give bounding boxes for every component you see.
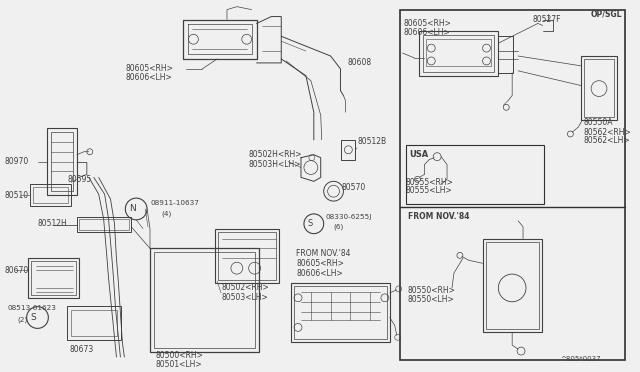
Bar xyxy=(47,128,77,195)
Text: ^805*0037: ^805*0037 xyxy=(561,356,601,362)
Bar xyxy=(77,217,131,232)
Text: 80512H: 80512H xyxy=(38,219,67,228)
Bar xyxy=(483,238,542,332)
Text: 80970: 80970 xyxy=(5,157,29,166)
Text: (6): (6) xyxy=(333,224,344,230)
Bar xyxy=(294,286,387,339)
Bar xyxy=(33,187,68,203)
Text: 80606<LH>: 80606<LH> xyxy=(125,73,172,82)
Text: S: S xyxy=(31,313,36,322)
Bar xyxy=(486,241,539,329)
Text: 80570: 80570 xyxy=(342,183,365,192)
Text: 08911-10637: 08911-10637 xyxy=(150,200,199,206)
Text: 80606<LH>: 80606<LH> xyxy=(404,28,451,37)
Text: 80503H<LH>: 80503H<LH> xyxy=(249,160,301,169)
Bar xyxy=(67,306,122,340)
Text: FROM NOV.'84: FROM NOV.'84 xyxy=(296,249,351,258)
Text: 80501<LH>: 80501<LH> xyxy=(156,360,202,369)
Text: USA: USA xyxy=(410,150,429,159)
Text: 80608: 80608 xyxy=(348,58,371,67)
Text: OP/SGL: OP/SGL xyxy=(590,9,621,18)
Text: 80500<RH>: 80500<RH> xyxy=(156,350,204,359)
Text: (4): (4) xyxy=(162,211,172,217)
Text: S: S xyxy=(307,219,312,228)
Bar xyxy=(71,310,117,336)
Text: 80562<RH>: 80562<RH> xyxy=(583,128,631,137)
Bar xyxy=(342,140,355,160)
Text: (2): (2) xyxy=(18,316,28,323)
Text: 80555<RH>: 80555<RH> xyxy=(406,178,454,187)
Text: 80605<RH>: 80605<RH> xyxy=(125,64,173,73)
Text: FROM NOV.'84: FROM NOV.'84 xyxy=(408,212,469,221)
Text: 80562<LH>: 80562<LH> xyxy=(583,137,630,145)
Text: 80502H<RH>: 80502H<RH> xyxy=(249,150,302,159)
Text: 08513-61623: 08513-61623 xyxy=(8,305,57,311)
Bar xyxy=(28,258,79,298)
Bar xyxy=(154,252,255,348)
Text: 80605<RH>: 80605<RH> xyxy=(296,259,344,268)
Text: 80673: 80673 xyxy=(69,344,93,354)
Text: 80550<RH>: 80550<RH> xyxy=(408,286,456,295)
Bar xyxy=(79,219,129,230)
Text: 80510: 80510 xyxy=(5,191,29,200)
Text: 80605<RH>: 80605<RH> xyxy=(404,19,451,28)
Text: N: N xyxy=(129,205,136,214)
Text: 80670: 80670 xyxy=(5,266,29,275)
Bar xyxy=(423,35,495,72)
Text: 80550A: 80550A xyxy=(583,118,612,126)
Text: 80555<LH>: 80555<LH> xyxy=(406,186,452,195)
Text: 08330-6255J: 08330-6255J xyxy=(326,214,372,220)
Bar xyxy=(215,229,279,283)
Bar xyxy=(29,184,71,206)
Bar xyxy=(150,248,259,352)
Bar xyxy=(419,31,499,76)
Text: 80503<LH>: 80503<LH> xyxy=(221,293,268,302)
Text: 80595: 80595 xyxy=(67,175,92,184)
Bar xyxy=(399,10,625,360)
Bar xyxy=(584,59,614,117)
Bar xyxy=(51,132,73,191)
Bar xyxy=(581,56,617,120)
Bar xyxy=(291,283,390,342)
Bar xyxy=(218,232,276,280)
Bar xyxy=(31,261,76,295)
Text: 80512B: 80512B xyxy=(357,137,387,146)
Bar xyxy=(406,145,544,204)
Text: 80550<LH>: 80550<LH> xyxy=(408,295,454,304)
Text: 80502<RH>: 80502<RH> xyxy=(221,283,269,292)
Text: 80527F: 80527F xyxy=(533,15,561,24)
Text: 80606<LH>: 80606<LH> xyxy=(296,269,343,278)
